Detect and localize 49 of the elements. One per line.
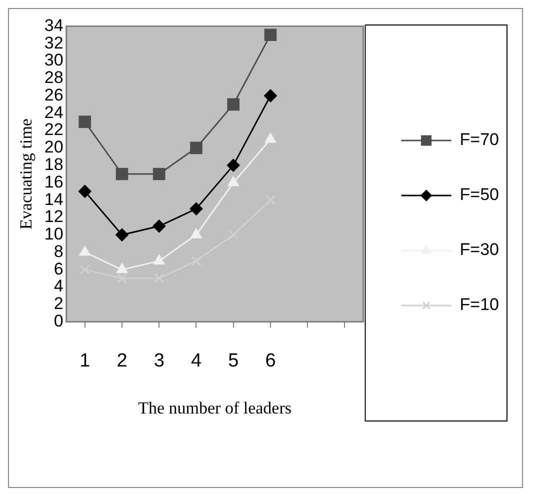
point xyxy=(227,98,240,111)
y-tick-label: 22 xyxy=(44,120,64,140)
legend-label: F=50 xyxy=(460,185,500,204)
point xyxy=(190,228,202,238)
y-tick-label: 2 xyxy=(54,294,64,314)
y-tick-label: 26 xyxy=(44,85,64,104)
legend-label: F=30 xyxy=(460,240,500,260)
point xyxy=(78,184,92,198)
y-tick-label: 14 xyxy=(44,190,64,209)
y-tick-label: 30 xyxy=(44,50,64,70)
x-axis-title: The number of leaders xyxy=(138,398,292,418)
y-tick-label: 10 xyxy=(44,224,64,244)
point xyxy=(152,220,166,233)
point xyxy=(78,116,92,128)
y-tick-label: 0 xyxy=(54,311,64,330)
point xyxy=(79,246,91,256)
x-tick-label: 4 xyxy=(190,350,202,372)
point xyxy=(226,158,240,172)
point xyxy=(116,168,128,180)
x-tick-label: 5 xyxy=(228,350,239,372)
point xyxy=(264,28,277,42)
y-tick-label: 18 xyxy=(44,154,64,174)
y-tick-label: 20 xyxy=(44,138,64,157)
y-tick-label: 8 xyxy=(54,242,64,261)
x-tick-label: 1 xyxy=(80,350,90,372)
y-tick-label: 16 xyxy=(44,172,64,192)
legend-label: F=70 xyxy=(460,130,500,150)
point xyxy=(264,89,277,102)
point xyxy=(190,142,202,154)
y-tick-label: 28 xyxy=(44,68,64,88)
point xyxy=(190,202,203,216)
point xyxy=(117,273,127,284)
point xyxy=(264,132,276,143)
y-tick-label: 4 xyxy=(54,276,64,296)
x-tick-label: 6 xyxy=(265,350,276,372)
point xyxy=(152,168,166,180)
point xyxy=(153,254,165,264)
y-tick-label: 24 xyxy=(44,102,64,122)
y-tick-label: 34 xyxy=(44,16,64,35)
y-tick-label: 12 xyxy=(44,207,64,226)
legend-label: F=10 xyxy=(460,295,500,314)
y-tick-label: 32 xyxy=(44,33,64,52)
y-tick-label: 6 xyxy=(54,259,64,278)
x-tick-label: 3 xyxy=(154,350,164,372)
point xyxy=(228,176,240,186)
x-tick-label: 2 xyxy=(116,350,128,372)
point xyxy=(116,263,128,274)
point xyxy=(115,228,128,242)
y-axis-title: Evacuating time xyxy=(16,118,36,230)
